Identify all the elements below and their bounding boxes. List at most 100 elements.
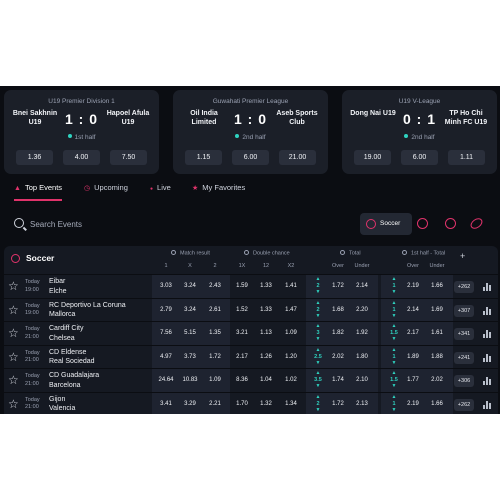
odd-button-1[interactable]: 19.00 — [354, 150, 391, 165]
tab-top-events[interactable]: ▲ Top Events — [14, 181, 63, 201]
odd-cell-mr-1[interactable]: 5.15 — [184, 330, 196, 336]
total-line-selector[interactable]: ▲ 2 ▼ — [313, 394, 323, 414]
odd-cell-total-0[interactable]: 2.02 — [332, 353, 344, 360]
fh-line-selector[interactable]: ▲ 1 ▼ — [389, 394, 399, 414]
odd-cell-dc-2[interactable]: 1.47 — [285, 306, 297, 313]
odd-cell-mr-0[interactable]: 2.79 — [160, 306, 172, 313]
odd-button-1[interactable]: 1.15 — [185, 150, 222, 165]
odd-cell-dc-0[interactable]: 1.52 — [236, 306, 248, 313]
odd-cell-mr-1[interactable]: 3.29 — [184, 400, 196, 407]
statistics-icon[interactable] — [483, 283, 491, 291]
odd-cell-total-1[interactable]: 1.92 — [356, 330, 368, 336]
odd-cell-mr-0[interactable]: 24.64 — [158, 377, 174, 383]
tab-my-favorites[interactable]: ★ My Favorites — [192, 181, 245, 201]
table-row[interactable]: ☆ Today 21:00 Gijon Valencia 3.41 3.29 2.21 1.70… — [4, 391, 498, 414]
statistics-icon[interactable] — [483, 306, 491, 315]
statistics-icon[interactable] — [483, 400, 491, 409]
odd-cell-fh-1[interactable]: 1.69 — [431, 306, 443, 313]
odd-button-2[interactable]: 1.11 — [448, 150, 485, 165]
odd-cell-total-0[interactable]: 1.68 — [332, 306, 344, 313]
fh-line-selector[interactable]: ▲ 1.5 ▼ — [389, 371, 399, 390]
odd-cell-fh-0[interactable]: 2.14 — [407, 306, 419, 313]
odd-cell-fh-0[interactable]: 2.17 — [407, 330, 419, 336]
odd-cell-fh-0[interactable]: 2.19 — [407, 400, 419, 407]
event-teams[interactable]: Cardiff City Chelsea — [49, 324, 84, 343]
favorite-star-icon[interactable]: ☆ — [8, 396, 19, 411]
total-line-selector[interactable]: ▲ 2 ▼ — [313, 300, 323, 320]
odd-cell-mr-2[interactable]: 1.72 — [209, 353, 221, 360]
featured-card[interactable]: Guwahati Premier League Oil India Limite… — [173, 90, 328, 174]
odd-cell-fh-0[interactable]: 1.89 — [407, 353, 419, 360]
total-line-selector[interactable]: ▲ 2 ▼ — [313, 277, 323, 296]
odd-cell-dc-2[interactable]: 1.09 — [285, 330, 297, 336]
more-markets-button[interactable]: +262 — [454, 398, 474, 411]
table-row[interactable]: ☆ Today 19:00 Eibar Elche 3.03 3.24 2.43 1.59 1.3… — [4, 274, 498, 298]
odd-cell-fh-0[interactable]: 2.19 — [407, 283, 419, 289]
odd-cell-total-1[interactable]: 2.10 — [356, 377, 368, 383]
odd-button-2[interactable]: 21.00 — [279, 150, 316, 165]
rugby-icon[interactable] — [468, 216, 485, 231]
odd-cell-mr-2[interactable]: 2.61 — [209, 306, 221, 313]
table-row[interactable]: ☆ Today 21:00 CD Guadalajara Barcelona 24.64 1… — [4, 368, 498, 392]
statistics-icon[interactable] — [483, 353, 491, 362]
add-market-button[interactable]: + — [460, 251, 466, 261]
statistics-icon[interactable] — [483, 330, 491, 338]
odd-cell-mr-0[interactable]: 3.03 — [160, 283, 172, 289]
odd-cell-dc-1[interactable]: 1.33 — [260, 306, 272, 313]
odd-cell-dc-1[interactable]: 1.33 — [260, 283, 272, 289]
odd-cell-dc-1[interactable]: 1.32 — [260, 400, 272, 407]
event-teams[interactable]: CD Guadalajara Barcelona — [49, 371, 99, 390]
odd-cell-dc-2[interactable]: 1.20 — [285, 353, 297, 360]
odd-button-1[interactable]: 1.36 — [16, 150, 53, 165]
more-markets-button[interactable]: +241 — [454, 351, 474, 364]
total-line-selector[interactable]: ▲ 3.5 ▼ — [313, 371, 323, 390]
more-markets-button[interactable]: +341 — [454, 328, 474, 340]
odd-cell-mr-2[interactable]: 2.21 — [209, 400, 221, 407]
odd-cell-total-0[interactable]: 1.72 — [332, 283, 344, 289]
table-row[interactable]: ☆ Today 21:00 Cardiff City Chelsea 7.56 5.15 1.… — [4, 321, 498, 345]
odd-cell-dc-0[interactable]: 3.21 — [236, 330, 248, 336]
basketball-icon[interactable] — [417, 218, 428, 229]
odd-cell-dc-0[interactable]: 2.17 — [236, 353, 248, 360]
total-line-selector[interactable]: ▲ 3 ▼ — [313, 324, 323, 343]
odd-cell-mr-2[interactable]: 1.09 — [209, 377, 221, 383]
odd-cell-fh-1[interactable]: 1.88 — [431, 353, 443, 360]
odd-cell-fh-1[interactable]: 1.66 — [431, 283, 443, 289]
odd-cell-total-0[interactable]: 1.82 — [332, 330, 344, 336]
event-teams[interactable]: Gijon Valencia — [49, 395, 75, 414]
tab-live[interactable]: ● Live — [150, 181, 171, 201]
tab-upcoming[interactable]: ◷ Upcoming — [84, 181, 128, 201]
odd-cell-dc-2[interactable]: 1.02 — [285, 377, 297, 383]
featured-card[interactable]: U19 V-League Dong Nai U19 0 : 1 TP Ho Ch… — [342, 90, 497, 174]
event-teams[interactable]: RC Deportivo La Coruna Mallorca — [49, 301, 126, 320]
event-teams[interactable]: Eibar Elche — [49, 277, 67, 296]
odd-button-2[interactable]: 7.50 — [110, 150, 147, 165]
table-row[interactable]: ☆ Today 19:00 RC Deportivo La Coruna Mallorc… — [4, 297, 498, 322]
search-field[interactable] — [4, 212, 324, 236]
odd-cell-dc-0[interactable]: 8.36 — [236, 377, 248, 383]
favorite-star-icon[interactable]: ☆ — [8, 302, 19, 317]
odd-cell-total-0[interactable]: 1.74 — [332, 377, 344, 383]
table-row[interactable]: ☆ Today 21:00 CD Eldense Real Sociedad 4.97 3.… — [4, 344, 498, 369]
favorite-star-icon[interactable]: ☆ — [8, 279, 19, 293]
fh-line-selector[interactable]: ▲ 1 ▼ — [389, 277, 399, 296]
odd-cell-mr-0[interactable]: 4.97 — [160, 353, 172, 360]
odd-cell-dc-1[interactable]: 1.04 — [260, 377, 272, 383]
odd-cell-mr-0[interactable]: 7.56 — [160, 330, 172, 336]
favorite-star-icon[interactable]: ☆ — [8, 373, 19, 387]
fh-line-selector[interactable]: ▲ 1.5 ▼ — [389, 324, 399, 343]
odd-cell-mr-2[interactable]: 2.43 — [209, 283, 221, 289]
fh-line-selector[interactable]: ▲ 1 ▼ — [389, 347, 399, 367]
event-teams[interactable]: CD Eldense Real Sociedad — [49, 348, 95, 367]
odd-button-x[interactable]: 6.00 — [401, 150, 438, 165]
odd-cell-mr-1[interactable]: 3.24 — [184, 283, 196, 289]
odd-cell-mr-2[interactable]: 1.35 — [209, 330, 221, 336]
favorite-star-icon[interactable]: ☆ — [8, 349, 19, 364]
odd-cell-mr-1[interactable]: 10.83 — [182, 377, 198, 383]
odd-cell-fh-1[interactable]: 2.02 — [431, 377, 443, 383]
sport-filter-soccer[interactable]: Soccer — [360, 213, 412, 235]
more-markets-button[interactable]: +262 — [454, 281, 474, 293]
featured-card[interactable]: U19 Premier Division 1 Bnei Sakhnin U19 … — [4, 90, 159, 174]
odd-cell-total-0[interactable]: 1.72 — [332, 400, 344, 407]
odd-button-x[interactable]: 4.00 — [63, 150, 100, 165]
